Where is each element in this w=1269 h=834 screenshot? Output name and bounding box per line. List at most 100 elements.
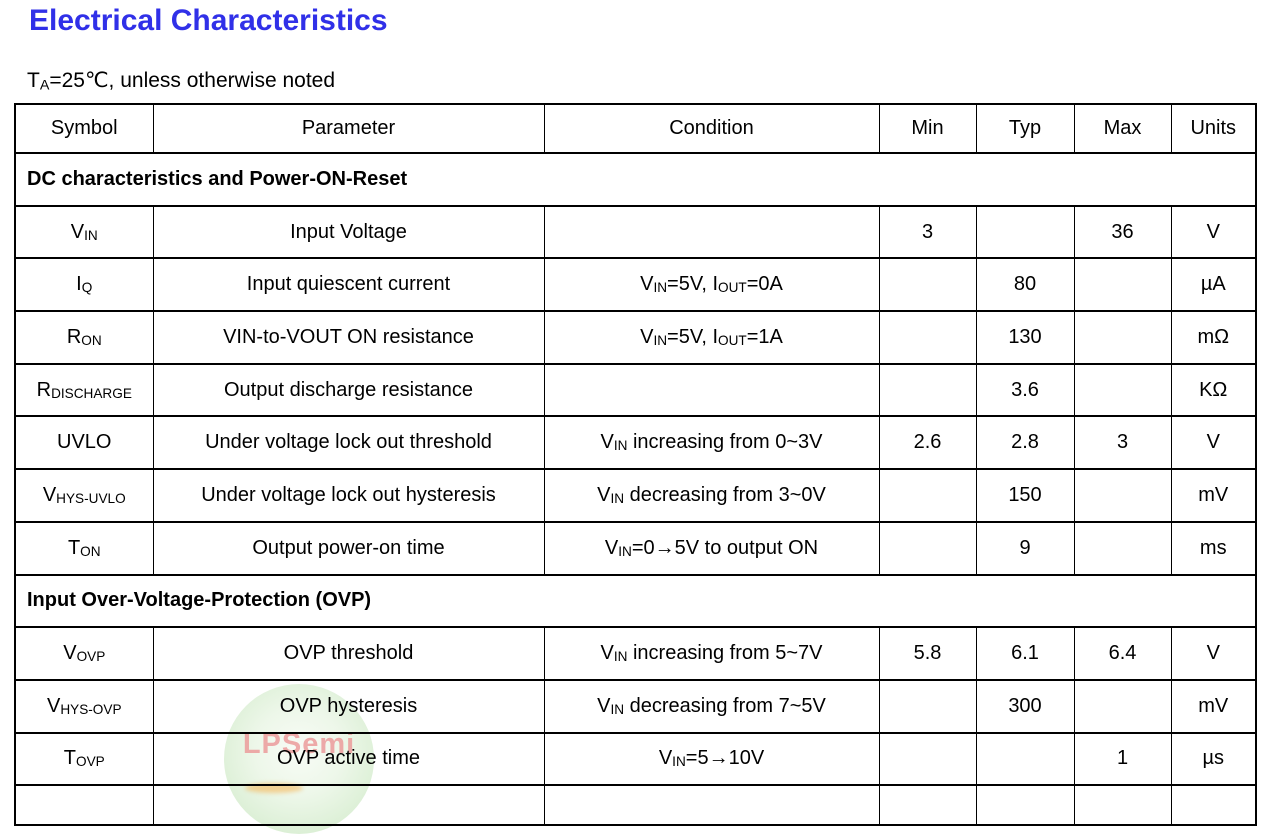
cell-min <box>878 310 976 364</box>
cell-typ <box>975 784 1074 826</box>
table-row: RON VIN-to-VOUT ON resistance VIN=5V, IOUT… <box>14 310 1256 364</box>
table-row: TON Output power-on time VIN=0→5V to outpu… <box>14 520 1256 575</box>
column-header-symbol: Symbol <box>14 103 153 153</box>
cell-units: mΩ <box>1170 310 1256 364</box>
cell-min <box>878 257 976 312</box>
subscript: OVP <box>76 754 105 770</box>
cell-condition: VIN=5V, IOUT=1A <box>543 310 879 364</box>
subscript: IN <box>613 438 628 454</box>
table-row: VIN Input Voltage 3 36 V <box>14 204 1256 259</box>
subscript: OUT <box>718 333 747 349</box>
cell-typ: 2.8 <box>975 415 1074 470</box>
cell-symbol: UVLO <box>14 415 153 470</box>
table-row: VHYS-UVLO Under voltage lock out hysteres… <box>14 468 1256 522</box>
cell-max <box>1073 257 1171 312</box>
cell-min: 2.6 <box>878 415 976 470</box>
column-header-max: Max <box>1073 103 1171 153</box>
table-header-row: Symbol Parameter Condition Min Typ Max Units <box>14 103 1256 153</box>
table-row: VHYS-OVP OVP hysteresis VIN decreasing fro… <box>14 678 1256 733</box>
cell-typ: 6.1 <box>975 626 1074 680</box>
table-row: UVLO Under voltage lock out threshold VIN … <box>14 415 1256 470</box>
cell-parameter: Output discharge resistance <box>152 362 544 417</box>
subscript: Q <box>81 280 93 296</box>
section-header-label: DC characteristics and Power-ON-Reset <box>14 152 1256 206</box>
subscript: IN <box>84 227 98 243</box>
subscript: IN <box>610 701 625 717</box>
cell-condition: VIN decreasing from 7~5V <box>543 678 879 733</box>
subscript: DISCHARGE <box>51 385 132 401</box>
cell-min <box>878 362 976 417</box>
section-header-row: Input Over-Voltage-Protection (OVP) <box>14 573 1256 628</box>
cell-max <box>1073 468 1171 522</box>
cell-max <box>1073 784 1171 826</box>
cell-parameter: OVP hysteresis <box>152 678 544 733</box>
cell-min <box>878 784 976 826</box>
table-row-partial <box>14 784 1256 826</box>
cell-max <box>1073 310 1171 364</box>
subscript: IN <box>653 333 668 349</box>
subscript: OUT <box>718 280 747 296</box>
cell-condition: VIN increasing from 5~7V <box>543 626 879 680</box>
cell-max <box>1073 362 1171 417</box>
cell-max: 6.4 <box>1073 626 1171 680</box>
cell-typ <box>975 731 1074 786</box>
subscript: HYS-OVP <box>60 701 122 717</box>
cell-symbol: VHYS-OVP <box>14 678 153 733</box>
test-conditions-note: TA=25℃, unless otherwise noted <box>27 69 336 94</box>
subscript: ON <box>81 333 102 349</box>
subscript: A <box>39 77 50 94</box>
cell-min <box>878 520 976 575</box>
subscript: OVP <box>76 649 106 665</box>
cell-max <box>1073 520 1171 575</box>
cell-typ <box>975 204 1074 259</box>
cell-condition <box>543 362 879 417</box>
cell-condition: VIN increasing from 0~3V <box>543 415 879 470</box>
cell-min: 5.8 <box>878 626 976 680</box>
table-row: TOVP OVP active time VIN=5→10V 1 µs <box>14 731 1256 786</box>
subscript: HYS-UVLO <box>56 491 126 507</box>
cell-units: V <box>1170 415 1256 470</box>
cell-parameter <box>152 784 544 826</box>
cell-symbol: VHYS-UVLO <box>14 468 153 522</box>
cell-parameter: VIN-to-VOUT ON resistance <box>152 310 544 364</box>
cell-max: 3 <box>1073 415 1171 470</box>
subscript: ON <box>80 543 101 559</box>
section-header-label: Input Over-Voltage-Protection (OVP) <box>14 573 1256 628</box>
cell-typ: 130 <box>975 310 1074 364</box>
cell-parameter: OVP active time <box>152 731 544 786</box>
cell-typ: 3.6 <box>975 362 1074 417</box>
cell-parameter: Input quiescent current <box>152 257 544 312</box>
cell-symbol: TON <box>14 520 153 575</box>
cell-typ: 150 <box>975 468 1074 522</box>
table-row: VOVP OVP threshold VIN increasing from 5~7… <box>14 626 1256 680</box>
cell-min <box>878 731 976 786</box>
electrical-characteristics-table: Symbol Parameter Condition Min Typ Max Units D… <box>14 103 1257 827</box>
cell-units: KΩ <box>1170 362 1256 417</box>
cell-max: 1 <box>1073 731 1171 786</box>
table-row: IQ Input quiescent current VIN=5V, IOUT=0A… <box>14 257 1256 312</box>
table-row: RDISCHARGE Output discharge resistance 3.6… <box>14 362 1256 417</box>
cell-parameter: Input Voltage <box>152 204 544 259</box>
cell-symbol: RDISCHARGE <box>14 362 153 417</box>
cell-symbol: TOVP <box>14 731 153 786</box>
cell-min <box>878 678 976 733</box>
cell-max: 36 <box>1073 204 1171 259</box>
cell-min: 3 <box>878 204 976 259</box>
subscript: IN <box>618 543 632 559</box>
table-body: DC characteristics and Power-ON-Reset VIN… <box>14 152 1256 826</box>
cell-symbol: VOVP <box>14 626 153 680</box>
cell-condition: VIN decreasing from 3~0V <box>543 468 879 522</box>
column-header-min: Min <box>878 103 976 153</box>
cell-parameter: Under voltage lock out hysteresis <box>152 468 544 522</box>
column-header-parameter: Parameter <box>152 103 544 153</box>
subscript: IN <box>613 649 628 665</box>
cell-typ: 300 <box>975 678 1074 733</box>
column-header-condition: Condition <box>543 103 879 153</box>
cell-units: mV <box>1170 678 1256 733</box>
subscript: IN <box>653 280 668 296</box>
page-title: Electrical Characteristics <box>29 4 388 37</box>
cell-symbol: RON <box>14 310 153 364</box>
column-header-units: Units <box>1170 103 1256 153</box>
cell-condition: VIN=5V, IOUT=0A <box>543 257 879 312</box>
section-header-row: DC characteristics and Power-ON-Reset <box>14 152 1256 206</box>
